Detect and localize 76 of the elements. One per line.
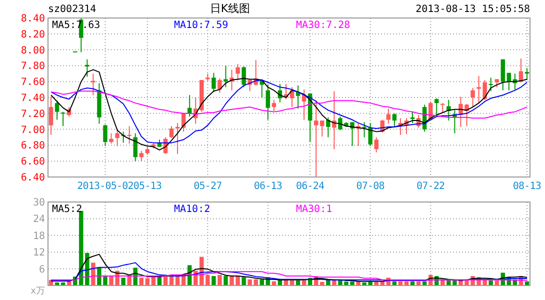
bar — [242, 277, 246, 286]
text: MA10:7.59 — [174, 20, 228, 31]
text: sz002314 — [48, 4, 96, 15]
candlestick — [320, 120, 324, 137]
candlestick — [236, 64, 240, 81]
bar — [91, 262, 96, 286]
y-tick-label: 7.80 — [20, 61, 45, 72]
candlestick — [109, 132, 114, 144]
candlestick — [127, 126, 132, 144]
text: MA30:7.28 — [296, 20, 350, 31]
bar — [206, 274, 210, 286]
candlestick — [440, 102, 445, 114]
y-tick-label: 7.00 — [20, 124, 45, 136]
candlestick — [266, 84, 270, 120]
candlestick — [169, 126, 174, 139]
text: MA10:2 — [174, 204, 210, 215]
x-tick-label: 07-08 — [356, 181, 385, 192]
bar — [212, 276, 216, 286]
candlestick — [434, 98, 439, 116]
x-tick-label: 05-27 — [194, 181, 222, 192]
y-tick-label: 6.40 — [20, 172, 45, 184]
candlestick — [212, 72, 216, 92]
text: MA5:2 — [52, 204, 82, 215]
bar — [218, 274, 222, 286]
x-tick-label: 07-22 — [416, 181, 446, 192]
candlestick — [488, 77, 493, 92]
candlestick — [446, 99, 451, 122]
bar — [121, 278, 126, 286]
y-tick-label: 8.00 — [20, 45, 45, 56]
y-tick-label: 7.40 — [20, 93, 45, 104]
y-tick-label: 24 — [32, 214, 45, 226]
candlestick — [500, 58, 505, 91]
y-tick-label: 6.80 — [20, 140, 45, 152]
x-tick-label: 05-13 — [133, 181, 162, 192]
bar — [139, 278, 144, 286]
candlestick — [139, 150, 144, 162]
candlestick — [103, 124, 108, 146]
candlestick — [272, 99, 276, 112]
bar — [488, 280, 493, 286]
candlestick — [392, 112, 397, 128]
candlestick — [224, 65, 228, 88]
bar — [151, 277, 156, 286]
y-tick-label: 6 — [38, 264, 45, 276]
x-tick-label: 2013-05-02 — [77, 181, 134, 192]
candlestick — [115, 128, 120, 146]
candlestick — [85, 58, 90, 78]
bar — [248, 279, 252, 286]
text: 2013-08-13 15:05:58 — [416, 4, 530, 15]
line-series — [50, 262, 528, 281]
candlestick — [374, 136, 378, 153]
candlestick — [242, 66, 246, 88]
bar — [224, 276, 228, 286]
candlestick — [91, 73, 96, 96]
y-tick-label: 7.20 — [20, 108, 45, 120]
x-tick-label: 06-13 — [254, 181, 282, 192]
y-tick-label: 6.60 — [20, 156, 45, 168]
x-tick-label: 08-13 — [512, 181, 542, 192]
candlestick — [386, 108, 391, 124]
candlestick — [48, 96, 54, 136]
candlestick — [470, 87, 475, 108]
x-tick-label: 06-24 — [296, 181, 325, 192]
y-tick-label: 7.60 — [20, 77, 45, 88]
y-tick-label: 8.40 — [20, 14, 45, 24]
line-series — [50, 271, 528, 281]
candlestick — [54, 100, 60, 120]
y-axis-title: x万 — [30, 286, 45, 296]
text: MA30:1 — [296, 204, 332, 215]
y-tick-label: 12 — [32, 248, 45, 259]
candlestick — [218, 78, 222, 94]
candlestick — [314, 100, 318, 178]
candlestick — [60, 111, 66, 127]
y-tick-label: 30 — [32, 198, 45, 208]
y-tick-label: 8.20 — [20, 29, 45, 40]
y-tick-label: 18 — [32, 230, 45, 242]
chart-title: 日K线图 — [210, 2, 250, 15]
candlestick — [326, 116, 330, 138]
